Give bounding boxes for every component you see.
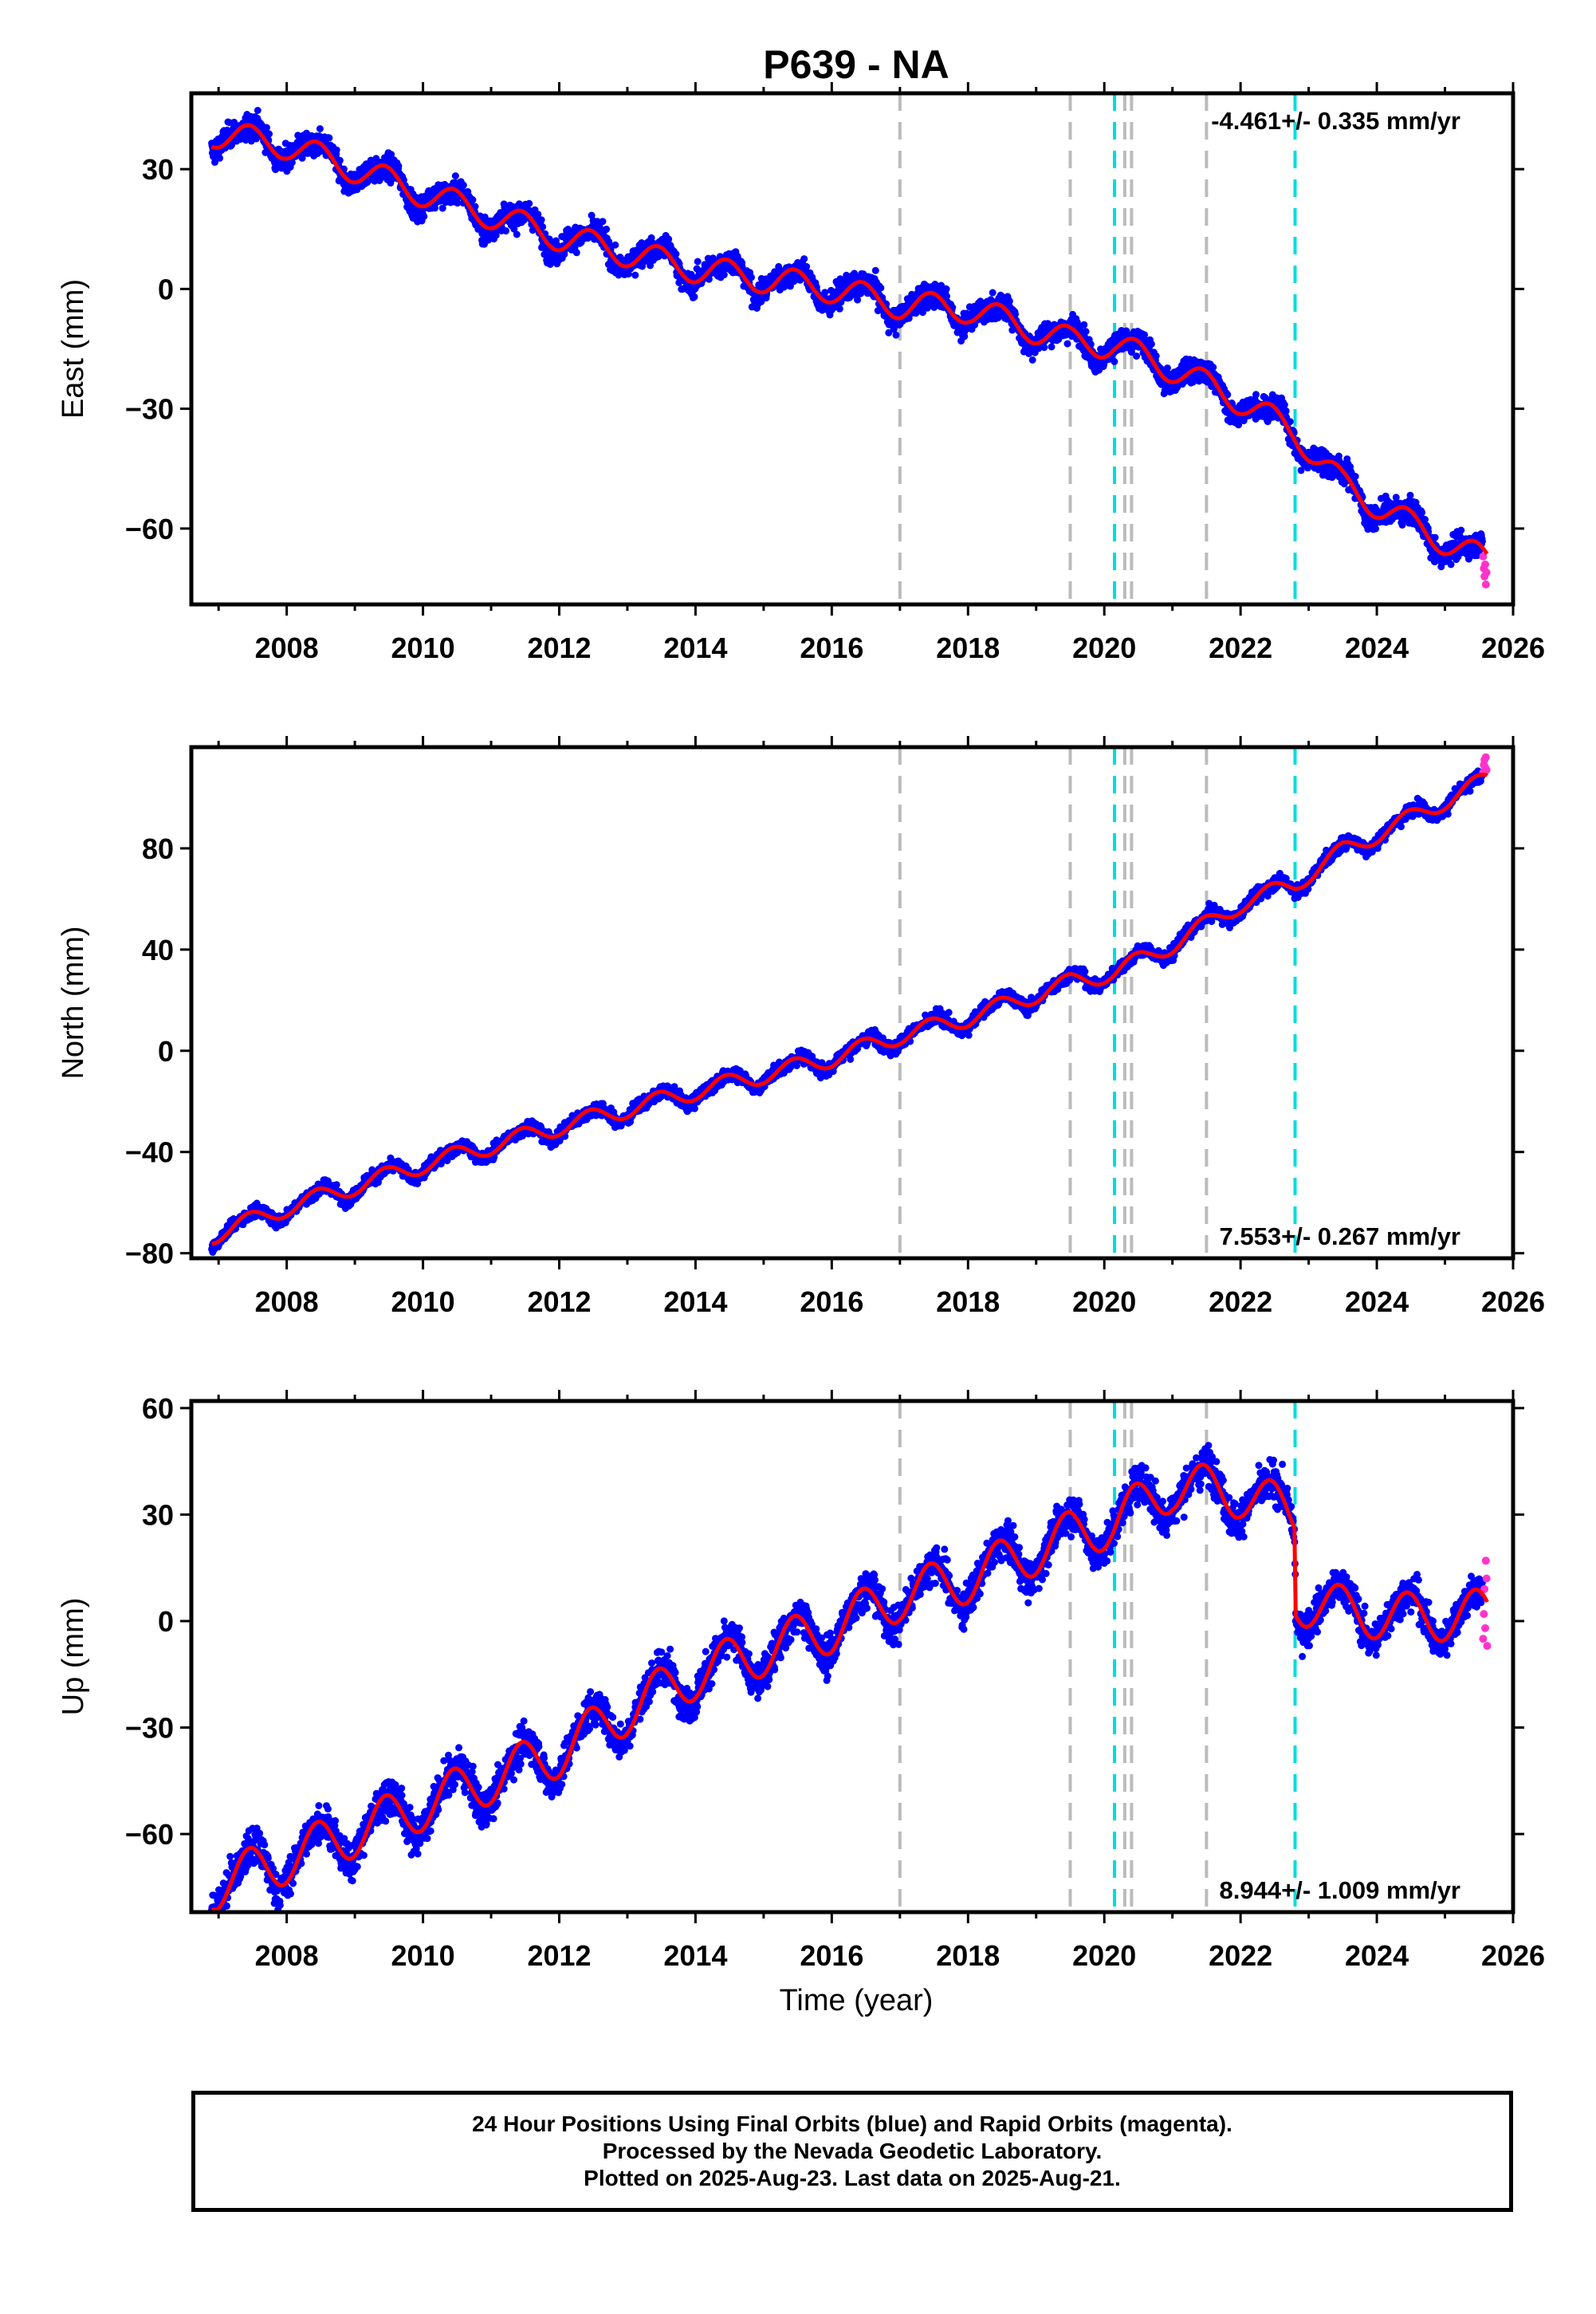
rapid-data-point [1481,560,1489,569]
data-point [1406,491,1414,499]
data-point [1152,352,1160,360]
data-point [211,159,218,166]
data-point [748,274,755,281]
data-point [325,134,333,142]
chart-title: P639 - NA [763,42,949,87]
data-point [1252,391,1260,399]
data-point [1080,321,1088,329]
y-tick-label: −30 [125,393,174,426]
data-point [1421,516,1429,523]
x-tick-label: 2010 [391,632,455,664]
data-point [336,156,344,164]
data-point [254,107,261,114]
x-tick-label: 2020 [1072,632,1136,664]
data-point [420,213,428,220]
data-point [525,199,533,207]
x-tick-label: 2026 [1481,632,1545,664]
data-point [611,241,619,249]
data-point [459,181,467,189]
data-point [395,162,403,170]
data-point [694,258,702,266]
data-point [1133,352,1141,360]
data-point [230,118,238,126]
data-point [572,249,580,257]
data-point [1457,526,1465,534]
rapid-data-point [1482,568,1491,577]
data-point [720,271,728,279]
data-point [502,227,509,235]
data-point [1418,509,1426,517]
data-point [599,218,607,226]
data-point [1282,407,1290,415]
data-point [1392,494,1400,502]
data-point [1280,401,1288,409]
data-point [332,146,340,154]
data-point [469,196,477,204]
data-point [1063,340,1071,348]
y-tick-label: 30 [142,153,174,186]
x-tick-label: 2018 [936,632,1000,664]
data-point [1111,358,1118,365]
data-point [871,266,879,274]
data-point [1351,473,1359,480]
data-point [513,230,521,238]
panel-north: 2008 2010 2012 2014 2016 2018 2020 2022 2024 2026… [57,736,1545,1318]
data-point [800,255,808,263]
data-point [835,305,843,313]
data-point [877,284,885,292]
x-tick-label: 2008 [255,632,319,664]
data-point [1082,328,1090,336]
data-point [1447,561,1455,569]
data-point [1209,364,1217,372]
data-point [332,1181,340,1189]
data-point [603,226,611,233]
y-axis-label: East (mm) [57,279,90,419]
x-tick-label: 2024 [1345,632,1409,664]
y-tick-label: −60 [125,513,174,545]
x-tick-label: 2012 [527,632,591,664]
data-point [492,231,500,239]
data-point [288,159,296,167]
panels-layer: 2008 2010 2012 2014 2016 2018 2020 2022 2024 2026… [57,82,1545,1972]
data-point [1147,340,1155,348]
rapid-data-point [1481,580,1490,588]
data-point [803,262,811,270]
data-point [631,271,639,279]
x-tick-label: 2014 [663,632,727,664]
y-tick-label: 0 [158,273,174,305]
data-point [216,154,224,162]
data-point [263,124,270,132]
panel-east: 2008 2010 2012 2014 2016 2018 2020 2022 2024 2026… [57,82,1545,664]
data-point [989,289,997,297]
data-point [316,125,324,132]
data-point [821,289,829,297]
data-point [690,293,698,301]
data-point [1028,356,1036,364]
data-point [961,333,969,340]
velocity-rate-label: -4.461+/- 0.335 mm/yr [1211,107,1460,135]
x-tick-label: 2022 [1209,632,1272,664]
data-point [451,172,459,180]
data-point [942,285,950,293]
x-tick-label: 2016 [800,632,863,664]
data-point [265,130,273,138]
data-point [537,216,545,224]
data-point [1048,343,1055,351]
rapid-orbit-points [1479,552,1491,588]
data-point [1431,533,1439,541]
data-point [892,331,900,339]
data-point [672,250,680,258]
data-point [665,235,673,243]
